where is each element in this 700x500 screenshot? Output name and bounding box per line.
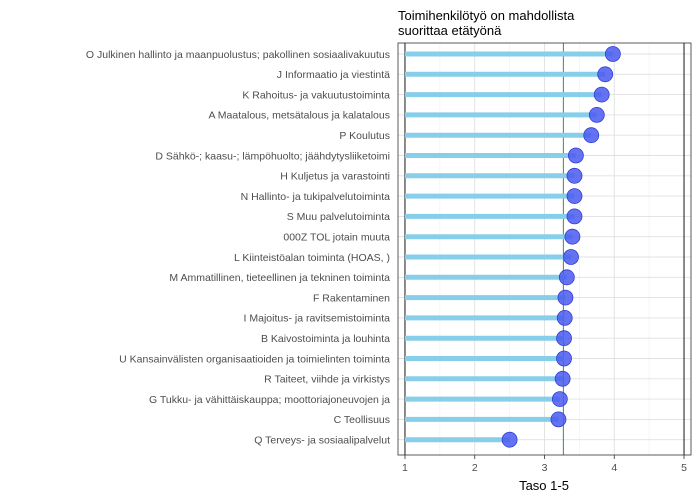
x-tick-label: 2 bbox=[472, 462, 478, 474]
x-axis-title: Taso 1-5 bbox=[519, 478, 569, 493]
category-label: J Informaatio ja viestintä bbox=[277, 69, 390, 81]
category-label: U Kansainvälisten organisaatioiden ja to… bbox=[119, 353, 390, 365]
lollipop-point bbox=[550, 411, 567, 428]
lollipop-point bbox=[566, 167, 583, 184]
category-label: D Sähkö-; kaasu-; lämpöhuolto; jäähdytys… bbox=[155, 150, 390, 162]
grid-lines bbox=[398, 43, 691, 455]
lollipop-points bbox=[501, 46, 621, 448]
lollipop-point bbox=[556, 309, 573, 326]
category-label: F Rakentaminen bbox=[313, 292, 390, 304]
category-label: N Hallinto- ja tukipalvelutoiminta bbox=[241, 191, 391, 203]
lollipop-point bbox=[567, 147, 584, 164]
lollipop-point bbox=[556, 350, 572, 367]
lollipop-point bbox=[583, 127, 600, 144]
category-label: C Teollisuus bbox=[334, 414, 390, 426]
lollipop-point bbox=[554, 370, 571, 387]
x-tick-label: 5 bbox=[681, 462, 687, 474]
chart-title-line-2: suorittaa etätyönä bbox=[398, 23, 502, 38]
category-label: L Kiinteistöalan toiminta (HOAS, ) bbox=[234, 252, 390, 264]
chart-title-line-1: Toimihenkilötyö on mahdollista bbox=[398, 8, 575, 23]
lollipop-point bbox=[566, 188, 583, 205]
lollipop-point bbox=[604, 46, 621, 62]
lollipop-stems bbox=[404, 51, 613, 443]
lollipop-point bbox=[558, 269, 575, 286]
category-labels: O Julkinen hallinto ja maanpuolustus; pa… bbox=[86, 49, 390, 447]
lollipop-point bbox=[556, 330, 572, 347]
x-tick-label: 1 bbox=[402, 462, 408, 474]
category-label: K Rahoitus- ja vakuutustoiminta bbox=[242, 89, 390, 101]
x-tick-label: 3 bbox=[542, 462, 548, 474]
lollipop-point bbox=[593, 86, 610, 103]
lollipop-point bbox=[563, 249, 579, 265]
category-label: Q Terveys- ja sosiaalipalvelut bbox=[254, 435, 390, 447]
lollipop-point bbox=[566, 208, 583, 225]
lollipop-point bbox=[501, 431, 518, 448]
lollipop-point bbox=[551, 391, 568, 408]
category-label: 000Z TOL jotain muuta bbox=[283, 232, 390, 244]
category-label: A Maatalous, metsätalous ja kalatalous bbox=[208, 110, 390, 122]
x-axis-ticks: 1 2 3 4 5 bbox=[402, 455, 687, 474]
lollipop-point bbox=[597, 66, 614, 83]
category-label: G Tukku- ja vähittäiskauppa; moottoriajo… bbox=[149, 394, 390, 406]
category-label: H Kuljetus ja varastointi bbox=[280, 171, 390, 183]
category-label: O Julkinen hallinto ja maanpuolustus; pa… bbox=[86, 49, 390, 61]
category-label: R Taiteet, viihde ja virkistys bbox=[264, 374, 390, 386]
category-label: M Ammatillinen, tieteellinen ja tekninen… bbox=[169, 272, 390, 284]
category-label: S Muu palvelutoiminta bbox=[287, 211, 390, 223]
lollipop-point bbox=[557, 289, 574, 306]
category-label: I Majoitus- ja ravitsemistoiminta bbox=[244, 313, 391, 325]
lollipop-point bbox=[564, 228, 581, 245]
lollipop-point bbox=[588, 107, 605, 123]
x-tick-label: 4 bbox=[611, 462, 617, 474]
category-label: B Kaivostoiminta ja louhinta bbox=[261, 333, 390, 345]
category-label: P Koulutus bbox=[339, 130, 390, 142]
